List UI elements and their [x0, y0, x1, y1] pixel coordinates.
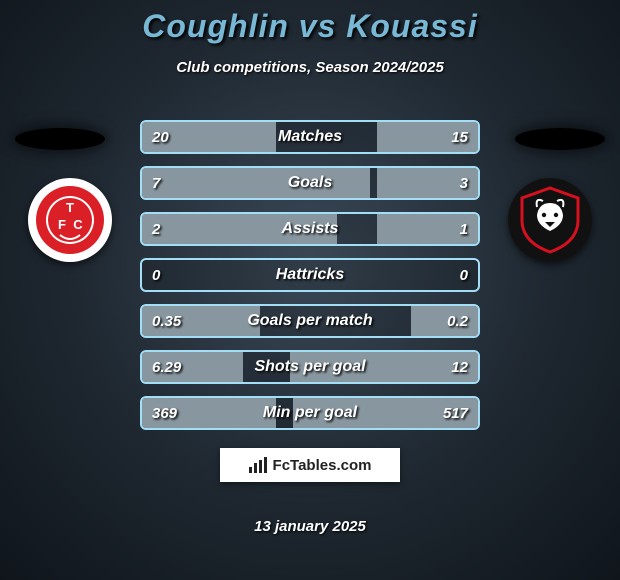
watermark[interactable]: FcTables.com — [220, 448, 400, 482]
title-vs: vs — [299, 8, 337, 44]
stat-value-right: 0.2 — [447, 306, 468, 336]
watermark-text: FcTables.com — [273, 457, 372, 474]
stat-value-left: 0 — [152, 260, 160, 290]
stat-row: 369517Min per goal — [140, 396, 480, 430]
stat-value-left: 20 — [152, 122, 169, 152]
stat-value-left: 6.29 — [152, 352, 181, 382]
stat-row: 6.2912Shots per goal — [140, 350, 480, 384]
stat-row: 2015Matches — [140, 120, 480, 154]
comparison-infographic: Coughlin vs Kouassi Club competitions, S… — [0, 0, 620, 580]
stat-value-right: 12 — [451, 352, 468, 382]
bar-fill-left — [142, 214, 337, 244]
player-left-name: Coughlin — [142, 8, 289, 44]
subtitle: Club competitions, Season 2024/2025 — [0, 59, 620, 76]
stat-row: 0 0Hattricks — [140, 258, 480, 292]
stat-value-right: 0 — [460, 260, 468, 290]
stat-value-right: 3 — [460, 168, 468, 198]
chart-icon — [249, 457, 267, 473]
right-shadow — [515, 128, 605, 150]
date-text: 13 january 2025 — [0, 518, 620, 535]
svg-text:C: C — [73, 217, 83, 232]
stat-row: 21Assists — [140, 212, 480, 246]
stat-value-right: 15 — [451, 122, 468, 152]
left-club-badge: T F C — [28, 178, 112, 262]
stat-value-right: 517 — [443, 398, 468, 428]
stat-value-left: 0.35 — [152, 306, 181, 336]
stat-label: Hattricks — [142, 260, 478, 290]
stat-value-left: 7 — [152, 168, 160, 198]
fleetwood-icon: T F C — [35, 185, 105, 255]
stat-row: 73Goals — [140, 166, 480, 200]
bar-fill-right — [290, 352, 478, 382]
left-shadow — [15, 128, 105, 150]
stat-row: 0.350.2Goals per match — [140, 304, 480, 338]
salford-icon — [515, 185, 585, 255]
page-title: Coughlin vs Kouassi — [0, 0, 620, 45]
svg-text:T: T — [66, 200, 74, 215]
bar-fill-left — [142, 168, 370, 198]
stats-container: 2015Matches73Goals21Assists00Hattricks0.… — [140, 120, 480, 442]
player-right-name: Kouassi — [346, 8, 477, 44]
stat-value-right: 1 — [460, 214, 468, 244]
stat-value-left: 369 — [152, 398, 177, 428]
svg-text:F: F — [58, 217, 66, 232]
right-club-badge — [508, 178, 592, 262]
stat-value-left: 2 — [152, 214, 160, 244]
